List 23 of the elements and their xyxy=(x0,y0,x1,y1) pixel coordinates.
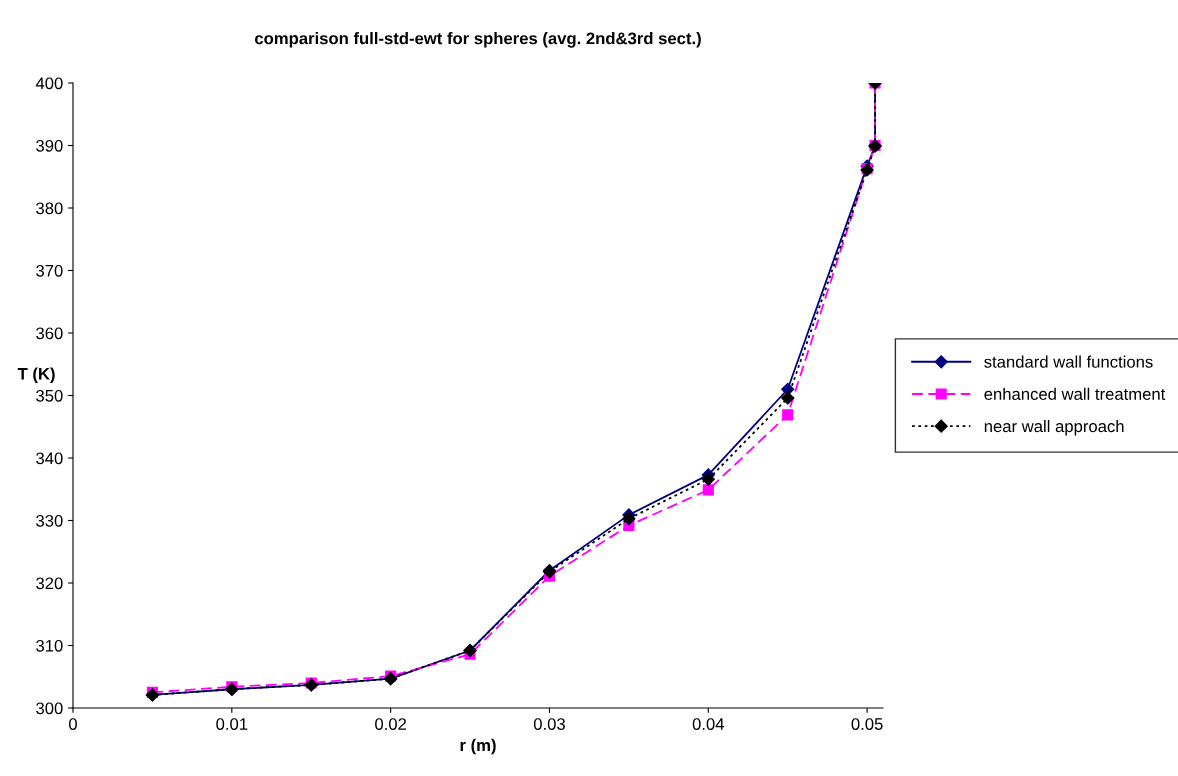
y-tick-label: 320 xyxy=(36,577,63,590)
x-tick-label: 0.02 xyxy=(375,718,407,730)
y-tick-label: 350 xyxy=(36,389,63,402)
y-tick-label: 300 xyxy=(36,702,63,715)
y-tick-label: 390 xyxy=(36,139,63,152)
y-tick-label: 400 xyxy=(35,77,63,90)
x-axis-title: r (m) xyxy=(460,738,496,755)
x-tick-label: 0.05 xyxy=(851,718,883,730)
y-tick-label: 370 xyxy=(36,264,63,277)
y-tick-label: 360 xyxy=(36,327,63,340)
y-tick-label: 340 xyxy=(36,452,63,465)
chart-title: comparison full-std-ewt for spheres (avg. 2nd&3rd sect.) xyxy=(255,32,701,48)
y-tick-label: 380 xyxy=(36,202,63,215)
y-tick-label: 310 xyxy=(36,639,63,652)
x-tick-label: 0.01 xyxy=(216,718,248,730)
legend-label: standard wall functions xyxy=(984,355,1153,368)
x-tick-label: 0.04 xyxy=(692,718,725,730)
legend-label: enhanced wall treatment xyxy=(984,387,1166,400)
y-axis-title: T (K) xyxy=(17,367,55,383)
legend-label: near wall approach xyxy=(984,419,1124,436)
x-tick-label: 0 xyxy=(69,718,77,730)
x-tick-label: 0.03 xyxy=(533,718,565,730)
y-tick-label: 330 xyxy=(36,514,63,527)
